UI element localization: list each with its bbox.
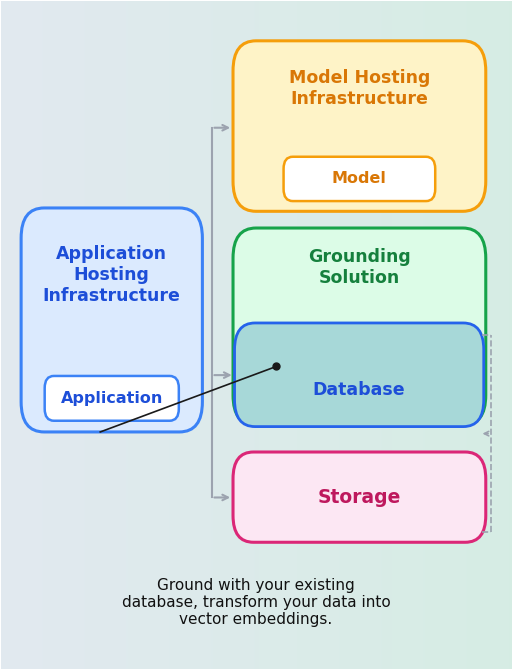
Text: Database: Database <box>313 381 406 399</box>
FancyBboxPatch shape <box>45 376 179 421</box>
Text: Grounding
Solution: Grounding Solution <box>308 248 411 287</box>
FancyBboxPatch shape <box>21 208 202 432</box>
Text: Model Hosting
Infrastructure: Model Hosting Infrastructure <box>289 69 430 108</box>
FancyBboxPatch shape <box>233 452 486 542</box>
Text: Storage: Storage <box>318 488 401 507</box>
Text: Model: Model <box>332 172 387 186</box>
FancyBboxPatch shape <box>233 41 486 211</box>
FancyBboxPatch shape <box>284 157 435 201</box>
Text: Application: Application <box>60 391 163 406</box>
Text: Ground with your existing
database, transform your data into
vector embeddings.: Ground with your existing database, tran… <box>122 578 390 627</box>
FancyBboxPatch shape <box>233 228 486 425</box>
Text: Application
Hosting
Infrastructure: Application Hosting Infrastructure <box>43 245 181 305</box>
FancyBboxPatch shape <box>234 323 484 427</box>
